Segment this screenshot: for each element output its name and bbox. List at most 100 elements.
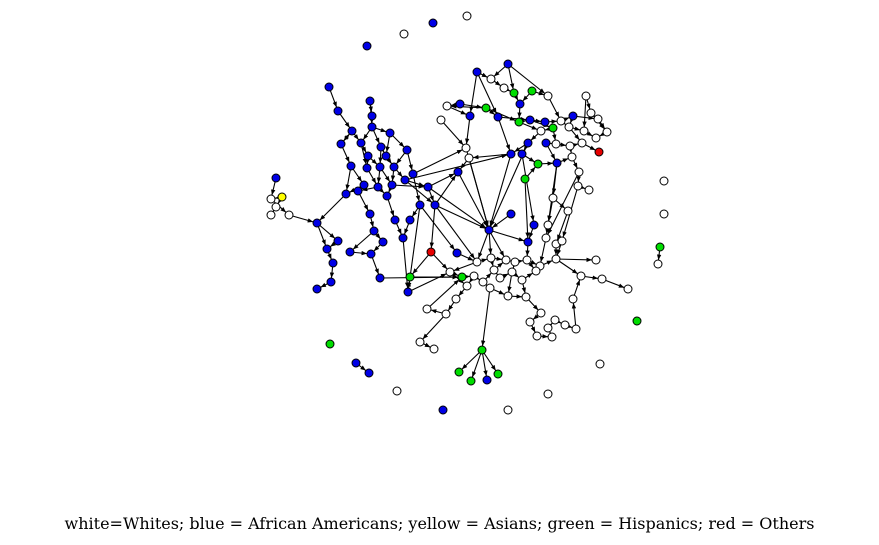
node-M39: [550, 315, 560, 325]
node-M35: [568, 294, 578, 304]
node-U34: [565, 141, 575, 151]
edge-U2-U13: [476, 71, 497, 114]
node-i3: [399, 29, 409, 39]
node-U12: [481, 103, 491, 113]
node-L42: [326, 277, 336, 287]
node-L32: [312, 218, 322, 228]
node-M27: [576, 271, 586, 281]
node-M13: [510, 257, 520, 267]
node-M9: [452, 248, 462, 258]
node-F5: [284, 210, 294, 220]
edge-U1-U8: [507, 63, 546, 94]
node-M31: [451, 294, 461, 304]
edge-U43-M6: [547, 171, 580, 235]
node-L20: [373, 182, 383, 192]
node-p1b: [653, 259, 663, 269]
node-U48: [453, 167, 463, 177]
node-p1a: [655, 242, 665, 252]
node-i5: [659, 176, 669, 186]
edge-M2-M12: [488, 229, 505, 257]
node-M30: [462, 281, 472, 291]
node-U33: [551, 139, 561, 149]
node-L38: [345, 247, 355, 257]
node-L1: [324, 82, 334, 92]
node-M41: [525, 317, 535, 327]
node-S2: [454, 367, 464, 377]
node-L35: [378, 237, 388, 247]
node-U47: [563, 206, 573, 216]
edge-U15-U37: [440, 119, 464, 146]
node-i10: [392, 386, 402, 396]
node-U40: [552, 158, 562, 168]
node-L46: [426, 247, 436, 257]
node-M33: [503, 291, 513, 301]
edge-L22-L27: [404, 179, 433, 203]
node-L9: [356, 138, 366, 148]
edge-U30-M2: [489, 153, 512, 227]
node-L8: [336, 139, 346, 149]
node-F3: [266, 194, 276, 204]
node-M6: [541, 233, 551, 243]
node-M37: [441, 309, 451, 319]
edge-U42-M5: [524, 178, 530, 239]
node-L39: [366, 249, 376, 259]
node-L28: [423, 182, 433, 192]
node-U17: [525, 115, 535, 125]
edge-U13-U30: [497, 116, 511, 151]
edge-L28-M2: [427, 186, 487, 229]
node-p2b: [364, 368, 374, 378]
node-M36: [422, 304, 432, 314]
node-M24: [507, 267, 517, 277]
node-U18: [540, 117, 550, 127]
edge-U47-M7: [556, 210, 569, 241]
graph-edges: [270, 63, 662, 378]
edge-L22-U30: [404, 154, 508, 181]
node-L11: [402, 145, 412, 155]
node-L23: [341, 189, 351, 199]
node-U32: [541, 138, 551, 148]
edge-U31-M3: [521, 153, 535, 222]
edge-M37-M46: [422, 313, 447, 340]
node-L5: [347, 126, 357, 136]
node-U8: [543, 91, 553, 101]
node-U22: [593, 114, 603, 124]
node-M42: [543, 323, 553, 333]
node-L4: [367, 111, 377, 121]
node-U2: [472, 67, 482, 77]
edge-S1-S2: [461, 349, 483, 370]
node-U42: [520, 174, 530, 184]
node-U30: [506, 149, 516, 159]
node-L44: [403, 287, 413, 297]
node-L6: [367, 122, 377, 132]
node-i2: [428, 18, 438, 28]
node-L18: [408, 169, 418, 179]
node-M28: [597, 274, 607, 284]
node-L31: [405, 215, 415, 225]
node-F4: [271, 202, 281, 212]
edge-M2-M5: [488, 229, 525, 242]
node-U27: [591, 133, 601, 143]
node-U19: [556, 116, 566, 126]
node-i12: [438, 405, 448, 415]
node-U26: [602, 127, 612, 137]
node-S3: [466, 376, 476, 386]
node-p2a: [351, 358, 361, 368]
node-M47: [429, 344, 439, 354]
edge-M16-M17: [555, 257, 593, 262]
graph-nodes: [266, 11, 669, 415]
node-U24: [564, 122, 574, 132]
node-S1: [477, 345, 487, 355]
edge-L18-L26: [412, 173, 421, 202]
node-M2: [484, 225, 494, 235]
node-S4: [482, 375, 492, 385]
node-F1: [271, 173, 281, 183]
node-U16: [514, 117, 524, 127]
node-L15: [362, 163, 372, 173]
node-M40: [560, 320, 570, 330]
edge-M32-S1: [481, 287, 491, 347]
edge-L44-M18: [407, 273, 447, 293]
node-L14: [346, 161, 356, 171]
edge-M2-M10: [477, 229, 490, 259]
node-U9: [581, 91, 591, 101]
node-L41: [375, 273, 385, 283]
